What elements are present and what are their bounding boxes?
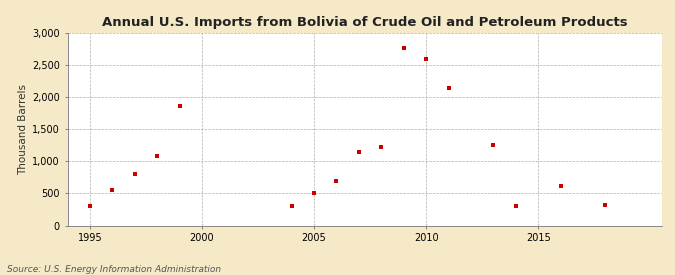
Point — [600, 203, 611, 207]
Point — [443, 85, 454, 90]
Point — [556, 183, 566, 188]
Title: Annual U.S. Imports from Bolivia of Crude Oil and Petroleum Products: Annual U.S. Imports from Bolivia of Crud… — [102, 16, 627, 29]
Point — [421, 57, 431, 62]
Point — [130, 172, 140, 176]
Y-axis label: Thousand Barrels: Thousand Barrels — [18, 84, 28, 175]
Point — [510, 204, 521, 208]
Point — [286, 204, 297, 208]
Point — [331, 179, 342, 183]
Point — [398, 46, 409, 51]
Text: Source: U.S. Energy Information Administration: Source: U.S. Energy Information Administ… — [7, 265, 221, 274]
Point — [84, 204, 95, 208]
Point — [152, 153, 163, 158]
Point — [354, 150, 364, 154]
Point — [488, 143, 499, 147]
Point — [107, 187, 117, 192]
Point — [308, 191, 319, 195]
Point — [376, 144, 387, 149]
Point — [174, 104, 185, 108]
